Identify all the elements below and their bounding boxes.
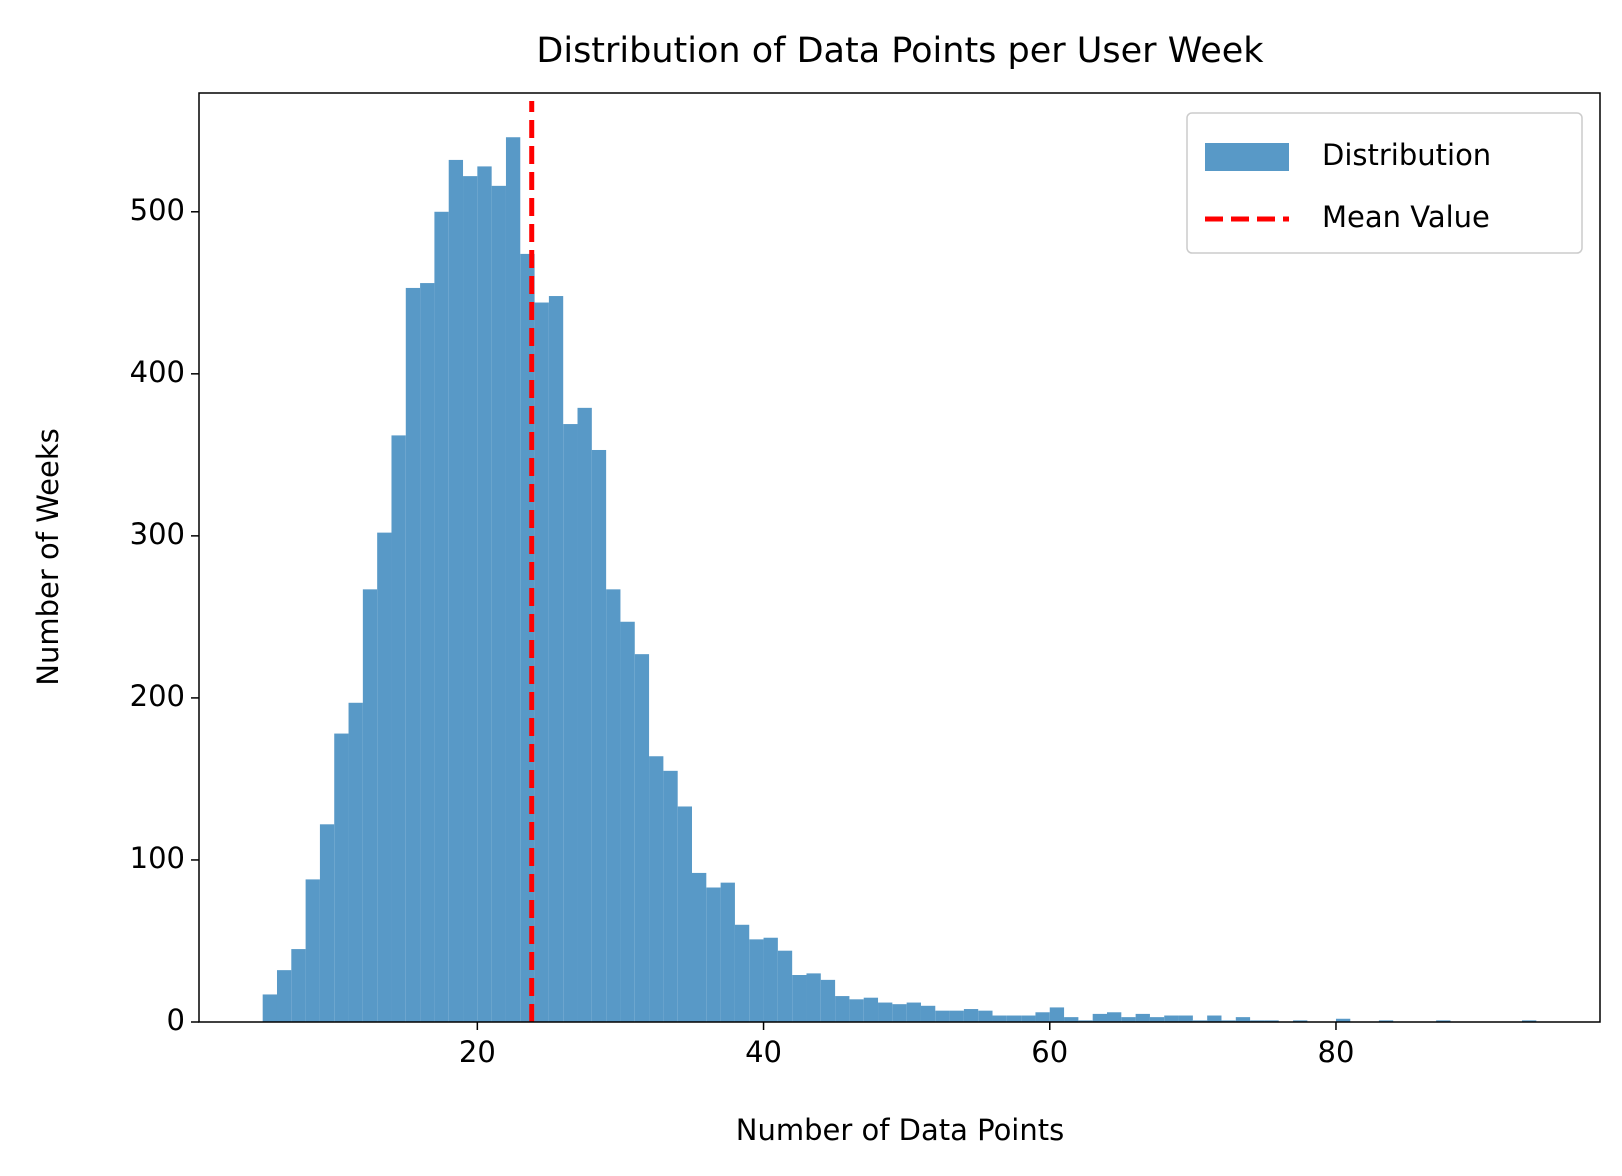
y-tick-label: 400 [130, 355, 185, 389]
bar [477, 166, 492, 1022]
y-tick-label: 0 [167, 1003, 185, 1037]
bar [920, 1005, 936, 1022]
bar [1221, 1020, 1236, 1022]
legend: Distribution Mean Value [1186, 112, 1583, 254]
bar [448, 159, 464, 1022]
bar [935, 1010, 950, 1022]
bar [1107, 1012, 1122, 1022]
bar [463, 176, 478, 1022]
bar [405, 287, 421, 1022]
bar [1335, 1018, 1351, 1022]
bar [906, 1002, 921, 1022]
bar [720, 882, 735, 1022]
bar [1250, 1020, 1265, 1022]
legend-label: Mean Value [1322, 200, 1490, 234]
bar [892, 1004, 907, 1022]
bar [362, 589, 378, 1022]
axes-frame [198, 92, 1601, 1023]
bar [319, 824, 335, 1022]
bar [620, 621, 635, 1022]
bar [1092, 1013, 1108, 1022]
y-tick-label: 100 [130, 841, 185, 875]
y-tick-label: 300 [130, 517, 185, 551]
bar [1121, 1017, 1136, 1022]
chart-title: Distribution of Data Points per User Wee… [536, 31, 1264, 71]
bar [649, 756, 664, 1022]
bar [1021, 1015, 1036, 1022]
bar [878, 1002, 893, 1022]
bar [348, 702, 363, 1022]
bar [262, 994, 277, 1022]
bar [1049, 1007, 1065, 1022]
bar [820, 979, 836, 1022]
bar [1235, 1017, 1251, 1022]
bar [1378, 1020, 1394, 1022]
bar [634, 654, 650, 1022]
bar [1293, 1020, 1308, 1022]
bar [792, 975, 807, 1022]
bar [334, 733, 349, 1022]
bar [963, 1009, 979, 1022]
bar [377, 532, 392, 1022]
bar [1064, 1017, 1079, 1022]
y-tick-label: 200 [130, 679, 185, 713]
bar [863, 997, 879, 1022]
bar [734, 924, 750, 1022]
legend-swatch [1205, 143, 1289, 171]
bar [1192, 1020, 1208, 1022]
bar [978, 1010, 993, 1022]
bar [777, 950, 793, 1022]
bar [1436, 1020, 1451, 1022]
bar [291, 949, 306, 1022]
bar [1164, 1015, 1179, 1022]
x-tick-label: 80 [1318, 1035, 1355, 1069]
bar [1006, 1015, 1022, 1022]
x-tick-label: 40 [745, 1035, 782, 1069]
bar [548, 296, 564, 1022]
bar [835, 996, 850, 1022]
bar [677, 806, 692, 1022]
bar [1078, 1020, 1093, 1022]
bar [420, 283, 435, 1022]
bar [749, 939, 764, 1022]
bar [949, 1010, 964, 1022]
bar [691, 872, 707, 1022]
y-axis-label: Number of Weeks [31, 428, 65, 685]
bar [806, 973, 821, 1022]
bar [1035, 1012, 1050, 1022]
bar [591, 449, 607, 1022]
bar [606, 589, 621, 1022]
bar [1207, 1015, 1222, 1022]
bar [491, 185, 506, 1022]
legend-label: Distribution [1322, 138, 1491, 172]
bar [849, 999, 864, 1022]
bar [1178, 1015, 1193, 1022]
bar [1522, 1020, 1537, 1022]
bar [276, 970, 292, 1022]
bar [505, 137, 521, 1022]
bar [663, 770, 678, 1022]
bar [563, 424, 578, 1022]
bar [992, 1015, 1007, 1022]
x-axis-label: Number of Data Points [736, 1113, 1064, 1147]
x-tick-label: 60 [1031, 1035, 1068, 1069]
bar [1264, 1020, 1279, 1022]
bar [305, 879, 320, 1022]
bar [577, 407, 592, 1023]
bar [706, 887, 721, 1022]
bar [391, 435, 406, 1022]
x-tick-label: 20 [459, 1035, 496, 1069]
bar [763, 937, 778, 1022]
bar [1149, 1017, 1165, 1022]
bar [534, 302, 549, 1022]
y-tick-label: 500 [130, 193, 185, 227]
bar [1135, 1013, 1150, 1022]
bar [434, 211, 449, 1023]
